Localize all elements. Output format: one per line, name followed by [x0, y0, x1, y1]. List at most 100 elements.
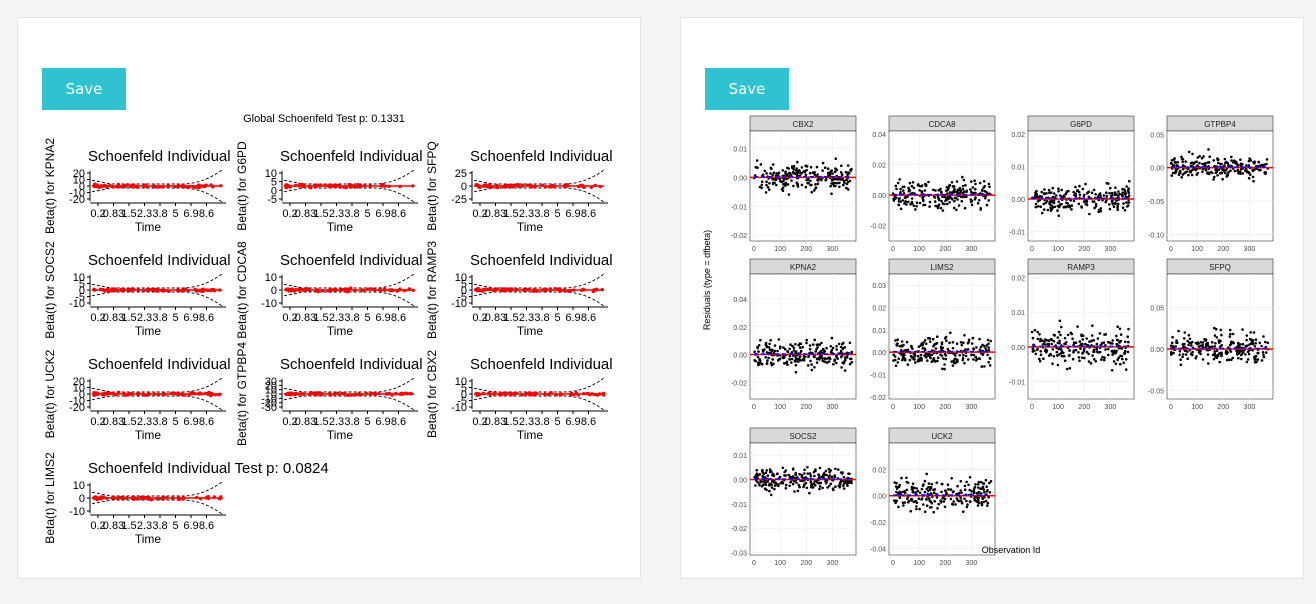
residual-point [1210, 341, 1214, 344]
residual-point [918, 189, 921, 192]
residual-point [782, 182, 785, 186]
residual-point [1082, 334, 1085, 338]
residual-point [810, 368, 814, 372]
residual-point [829, 345, 832, 348]
residual-point [768, 342, 771, 346]
residual-point [951, 490, 955, 494]
residual-point [795, 481, 798, 485]
y-tick-label: -5 [457, 292, 467, 304]
residual-point [1049, 206, 1052, 210]
save-button[interactable]: Save [42, 68, 126, 110]
residual-point [818, 476, 821, 479]
residual-point [951, 503, 955, 506]
residual-point [773, 484, 777, 487]
residual-point [1044, 348, 1047, 351]
residual-point [1110, 199, 1114, 203]
residual-point [1124, 195, 1128, 198]
residual-point [945, 202, 949, 206]
residual-point [971, 336, 975, 340]
residual-point [757, 363, 760, 367]
residual-point [1108, 191, 1111, 195]
residual-point [815, 165, 819, 169]
residual-point [1256, 351, 1259, 355]
residual-point [1194, 356, 1197, 360]
residual-point [773, 487, 776, 491]
residual-point [1169, 351, 1173, 354]
residual-point [1070, 208, 1073, 211]
residual-point [1115, 199, 1118, 203]
save-button-right[interactable]: Save [705, 68, 789, 110]
residual-point [775, 172, 778, 175]
residual-point [810, 190, 814, 194]
x-tick-label: 6.9 [565, 416, 580, 428]
residual-point [982, 344, 986, 348]
upper-confidence-band [473, 273, 605, 289]
x-tick-label: 6.9 [375, 416, 390, 428]
x-tick-label: 0.83 [485, 416, 506, 428]
residual-point [932, 488, 935, 492]
x-tick-label: 0 [1030, 246, 1034, 253]
residual-point [1218, 171, 1222, 175]
residual-point [943, 363, 946, 366]
residual-point [1240, 357, 1243, 361]
residual-point [922, 341, 925, 344]
residual-point [791, 166, 794, 170]
lower-confidence-band [473, 395, 605, 411]
residual-point [912, 204, 916, 208]
residual-point [1042, 202, 1045, 206]
residual-point [765, 172, 768, 175]
residual-point [811, 343, 815, 346]
residual-point [843, 480, 847, 484]
residual-point [899, 200, 902, 203]
residual-point [945, 186, 949, 189]
residual-point [1112, 205, 1116, 208]
residual-point [944, 335, 948, 339]
y-tick-label: 0.00 [733, 478, 747, 485]
residual-point [1087, 195, 1091, 199]
residual-point [773, 344, 777, 347]
residual-point [1217, 161, 1220, 165]
residual-point [788, 358, 791, 361]
y-tick-label: -0.02 [870, 520, 886, 527]
residual-point [910, 184, 914, 188]
residual-point [1043, 192, 1046, 196]
residual-point [1257, 160, 1261, 164]
residual-point [982, 482, 985, 485]
residual-point [316, 289, 320, 294]
facet-plot-area [749, 273, 857, 400]
residual-point [987, 360, 990, 364]
residual-point [1241, 342, 1245, 346]
residual-point [970, 190, 973, 194]
x-tick-label: 1.5 [121, 520, 136, 532]
residual-point [772, 171, 776, 174]
x-tick-label: 3.8 [344, 208, 359, 220]
residual-point [1116, 325, 1119, 329]
plot-title: Schoenfeld Individual [88, 356, 231, 373]
residual-point [824, 469, 828, 473]
residual-point [788, 347, 791, 351]
residual-point [756, 361, 760, 365]
residual-point [769, 361, 773, 365]
residual-point [1169, 352, 1173, 356]
residual-point [1084, 342, 1087, 346]
residual-point [962, 341, 965, 345]
residual-point [824, 178, 828, 181]
residual-point [1192, 162, 1195, 166]
residual-point [1031, 336, 1035, 340]
x-tick-label: 200 [1078, 404, 1090, 411]
residual-point [1103, 356, 1106, 360]
residual-point [767, 346, 771, 349]
residual-point [981, 497, 984, 501]
residual-point [781, 466, 785, 470]
y-tick-label: 0.00 [733, 353, 747, 360]
residual-point [832, 362, 835, 366]
residual-point [1051, 362, 1054, 366]
residual-point [1121, 206, 1125, 209]
residual-point [1218, 352, 1221, 355]
residual-point [796, 489, 800, 493]
residual-point [756, 355, 760, 359]
residual-point [1214, 342, 1217, 345]
residual-point [973, 486, 977, 489]
x-tick-label: 5 [172, 520, 178, 532]
